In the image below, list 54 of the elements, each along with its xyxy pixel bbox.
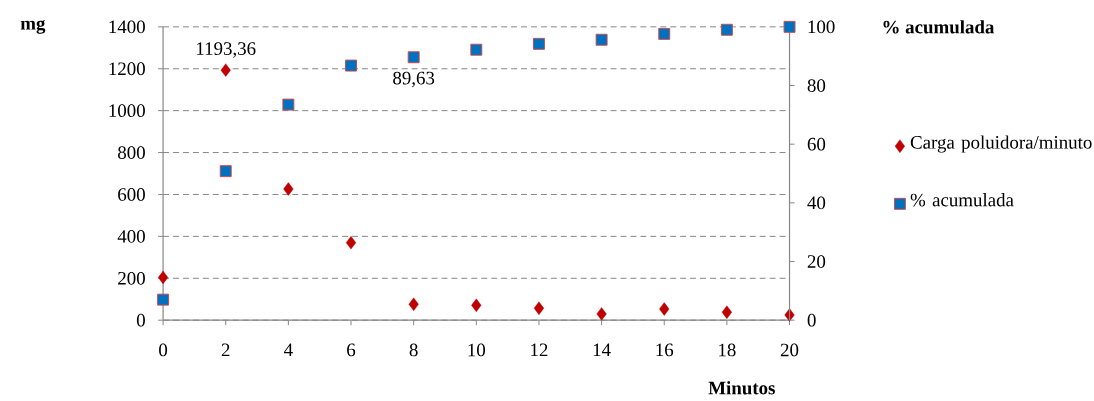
y-tick-label: 1200 <box>109 62 145 76</box>
y-axis-title: mg <box>20 20 46 34</box>
y-tick-label: 0 <box>136 313 145 327</box>
y2-tick-label: 80 <box>807 79 826 92</box>
point <box>720 23 733 36</box>
y2-tick-label: 100 <box>808 20 835 34</box>
y2-tick-label: 0 <box>807 313 816 327</box>
x-tick-label: 16 <box>656 343 674 357</box>
y-tick-label: 400 <box>117 230 145 243</box>
x-tick-label: 8 <box>409 343 418 357</box>
point <box>783 20 796 33</box>
x-tick-label: 12 <box>531 343 548 357</box>
point <box>532 38 545 50</box>
x-tick-label: 10 <box>468 343 486 357</box>
point <box>283 182 294 196</box>
x-tick-label: 2 <box>221 343 230 357</box>
point <box>784 308 795 322</box>
point <box>407 51 420 64</box>
y-tick-label: 1400 <box>109 20 145 34</box>
x-axis-title: Minutos <box>708 381 775 395</box>
x-tick-label: 18 <box>719 343 736 357</box>
point <box>721 305 732 319</box>
x-tick-label: 0 <box>159 343 168 357</box>
legend-label: Carga poluidora/minuto <box>910 135 1092 153</box>
x-tick-label: 14 <box>593 343 611 357</box>
x-tick-label: 20 <box>780 343 799 357</box>
point <box>220 63 231 77</box>
point <box>158 270 169 285</box>
point <box>157 293 170 306</box>
y2-axis-title: % acumulada <box>883 20 995 34</box>
point <box>219 165 232 178</box>
data-label: 1193,36 <box>197 42 256 58</box>
data-label: 89,63 <box>393 71 435 88</box>
point <box>658 28 671 40</box>
point <box>595 33 608 46</box>
point <box>282 98 295 111</box>
point <box>345 236 357 250</box>
y-tick-label: 600 <box>118 188 145 201</box>
y2-tick-label: 20 <box>807 255 826 268</box>
y-tick-label: 200 <box>118 272 145 285</box>
legend-label: % acumulada <box>910 193 1014 207</box>
point <box>533 301 544 316</box>
point <box>408 297 419 312</box>
y-tick-label: 1000 <box>109 104 145 118</box>
point <box>471 298 482 313</box>
point <box>470 43 483 56</box>
point <box>345 59 357 72</box>
point <box>659 302 670 316</box>
x-tick-label: 4 <box>284 343 293 357</box>
y2-tick-label: 40 <box>807 196 826 210</box>
x-tick-label: 6 <box>347 343 356 357</box>
point <box>596 307 607 321</box>
y2-tick-label: 60 <box>807 137 826 151</box>
y-tick-label: 800 <box>118 146 145 160</box>
